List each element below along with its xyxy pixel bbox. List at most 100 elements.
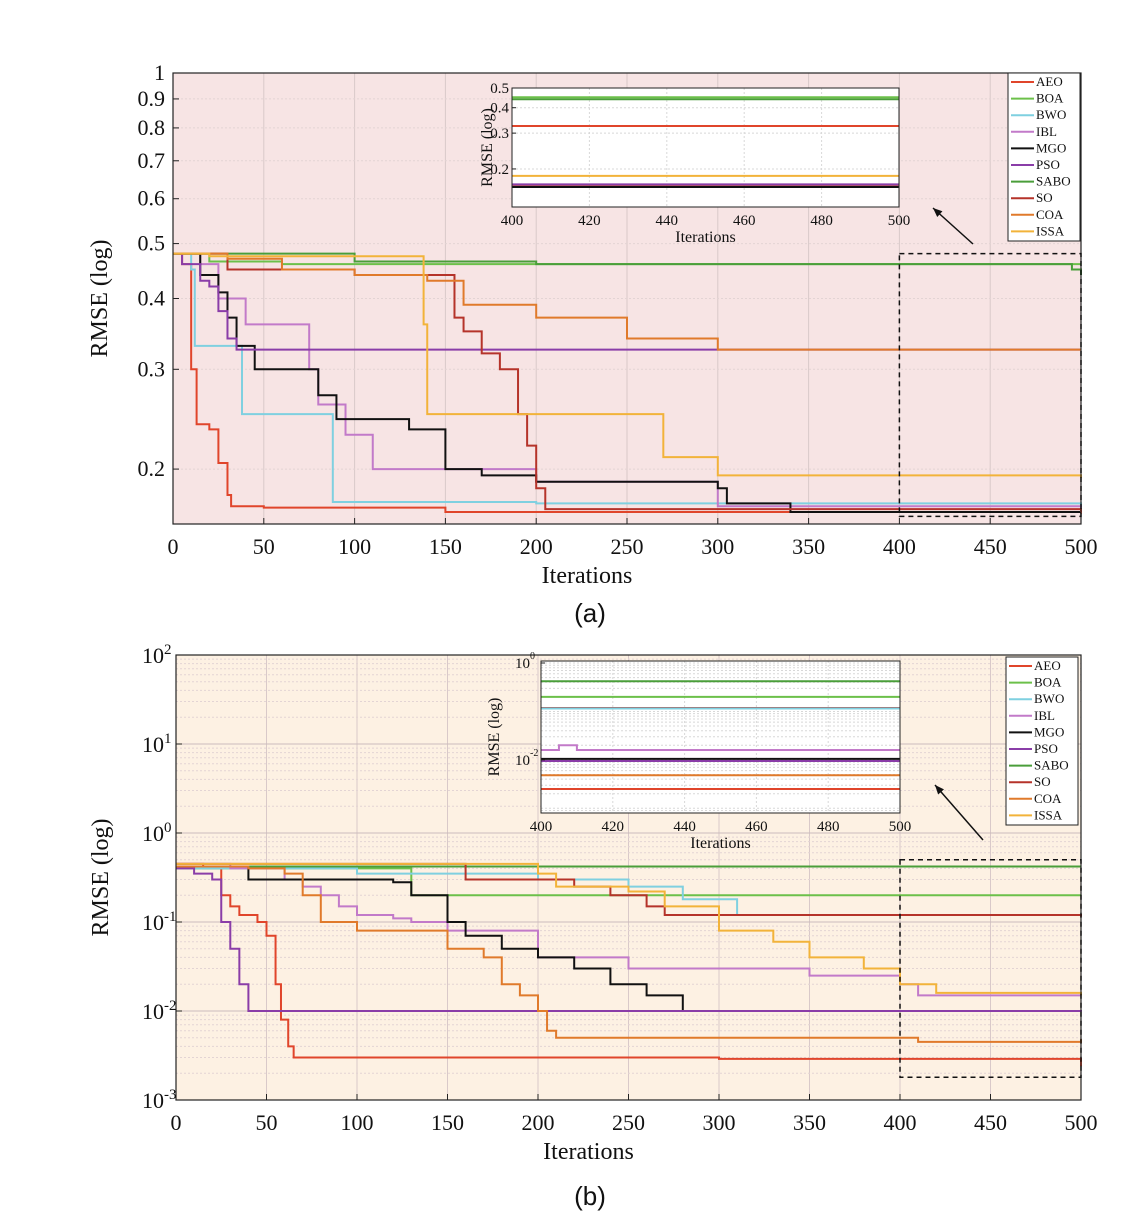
x-tick-label: 50 (256, 1110, 278, 1135)
series-line-issa (173, 252, 1082, 478)
series-line-mgo (176, 865, 1081, 1012)
legend-entry: PSO (1034, 741, 1058, 756)
y-tick-label: 0.5 (138, 231, 166, 256)
series-line-mgo (173, 252, 1081, 513)
series-line-pso (173, 252, 1081, 351)
y-tick-label: 0.6 (138, 186, 166, 211)
series-group (173, 252, 1082, 514)
inset-x-tick-label: 400 (530, 819, 553, 835)
x-tick-label: 150 (429, 534, 462, 559)
inset-y-tick-label: 0.4 (490, 101, 509, 117)
x-tick-label: 200 (522, 1110, 555, 1135)
x-tick-label: 400 (883, 534, 916, 559)
series-line-sabo (173, 252, 1082, 276)
inset-frame (511, 87, 900, 208)
series-line-bwo (176, 867, 1081, 916)
y-tick-label: 10-3 (142, 1087, 177, 1113)
legend-entry: BWO (1036, 107, 1066, 122)
legend-entry: IBL (1036, 124, 1057, 139)
y-tick-label: 1 (154, 60, 165, 85)
legend-entry: ISSA (1036, 223, 1065, 238)
legend-box (1005, 656, 1079, 826)
y-tick-label: 10-2 (142, 998, 177, 1024)
legend-entry: SO (1034, 774, 1051, 789)
inset-x-tick-label: 500 (888, 213, 911, 229)
y-axis-label: RMSE (log) (87, 239, 113, 357)
x-tick-label: 250 (612, 1110, 645, 1135)
inset-x-tick-label: 420 (578, 213, 601, 229)
inset-series-line (541, 744, 900, 751)
series-line-coa (173, 252, 1081, 351)
inset-x-tick-label: 480 (810, 213, 833, 229)
x-tick-label: 350 (792, 534, 825, 559)
legend-entry: MGO (1034, 724, 1064, 739)
x-tick-label: 100 (341, 1110, 374, 1135)
inset-y-tick-label: 100 (515, 651, 535, 672)
x-tick-label: 150 (431, 1110, 464, 1135)
x-tick-label: 300 (703, 1110, 736, 1135)
inset-x-axis-label: Iterations (675, 229, 735, 246)
zoom-box (899, 859, 1082, 1079)
legend-box (1007, 72, 1081, 242)
x-tick-label: 400 (884, 1110, 917, 1135)
legend-entry: IBL (1034, 708, 1055, 723)
legend-entry: SO (1036, 190, 1053, 205)
legend-entry: COA (1036, 207, 1064, 222)
legend-entry: BOA (1036, 91, 1064, 106)
x-tick-label: 50 (253, 534, 275, 559)
y-tick-label: 101 (142, 731, 172, 757)
inset-background (541, 661, 900, 813)
chart-panel-0: 0 50 100 150 200 250 300 350 400 450 500 0.2 0.3 0.4 0… (87, 60, 1098, 628)
legend-entry: ISSA (1034, 807, 1063, 822)
inset-chart: 400 420 440 460 480 500 100 10-2 Iterations RMSE … (486, 651, 911, 852)
inset-x-tick-label: 400 (501, 213, 524, 229)
series-line-issa (176, 862, 1082, 996)
y-tick-label: 100 (142, 820, 172, 846)
legend-entry: SABO (1036, 174, 1071, 189)
chart-panel-1: 0 50 100 150 200 250 300 350 400 450 500 10-3 10-2 10… (88, 642, 1098, 1211)
legend-entry: AEO (1034, 658, 1061, 673)
series-line-so (176, 862, 1082, 917)
legend-entry: AEO (1036, 74, 1063, 89)
x-tick-label: 450 (974, 1110, 1007, 1135)
panel-label: (b) (574, 1181, 606, 1211)
y-tick-label: 0.7 (138, 148, 166, 173)
x-tick-label: 500 (1065, 534, 1098, 559)
inset-background (512, 88, 899, 207)
inset-chart: 400 420 440 460 480 500 0.2 0.3 0.4 0.5 Iterations… (479, 81, 910, 246)
x-tick-label: 350 (793, 1110, 826, 1135)
legend-entry: SABO (1034, 758, 1069, 773)
inset-y-tick-label: 0.2 (490, 162, 509, 178)
inset-y-axis-label: RMSE (log) (479, 108, 496, 187)
y-tick-label: 0.4 (138, 286, 166, 311)
y-axis-label: RMSE (log) (88, 818, 114, 936)
inset-x-tick-label: 420 (602, 819, 625, 835)
inset-x-tick-label: 480 (817, 819, 840, 835)
series-line-coa (176, 865, 1082, 1043)
legend-entry: BWO (1034, 691, 1064, 706)
panel-label: (a) (574, 598, 606, 628)
zoom-box (898, 252, 1082, 518)
x-tick-label: 200 (520, 534, 553, 559)
series-line-bwo (173, 252, 1082, 507)
inset-y-axis-label: RMSE (log) (486, 698, 503, 777)
x-tick-label: 500 (1065, 1110, 1098, 1135)
y-tick-label: 102 (142, 642, 172, 668)
x-tick-label: 450 (974, 534, 1007, 559)
series-line-pso (176, 867, 1082, 1012)
zoom-arrow-head (935, 785, 944, 795)
inset-y-tick-label: 0.3 (490, 126, 509, 142)
zoom-arrow-head (933, 208, 943, 218)
inset-x-tick-label: 460 (733, 213, 756, 229)
y-tick-label: 0.9 (138, 86, 166, 111)
x-axis-label: Iterations (542, 563, 633, 589)
x-tick-label: 0 (168, 534, 179, 559)
inset-x-tick-label: 460 (745, 819, 768, 835)
y-tick-label: 0.2 (138, 456, 166, 481)
inset-y-tick-label: 10-2 (515, 748, 538, 769)
legend-entry: BOA (1034, 675, 1062, 690)
x-tick-label: 100 (338, 534, 371, 559)
